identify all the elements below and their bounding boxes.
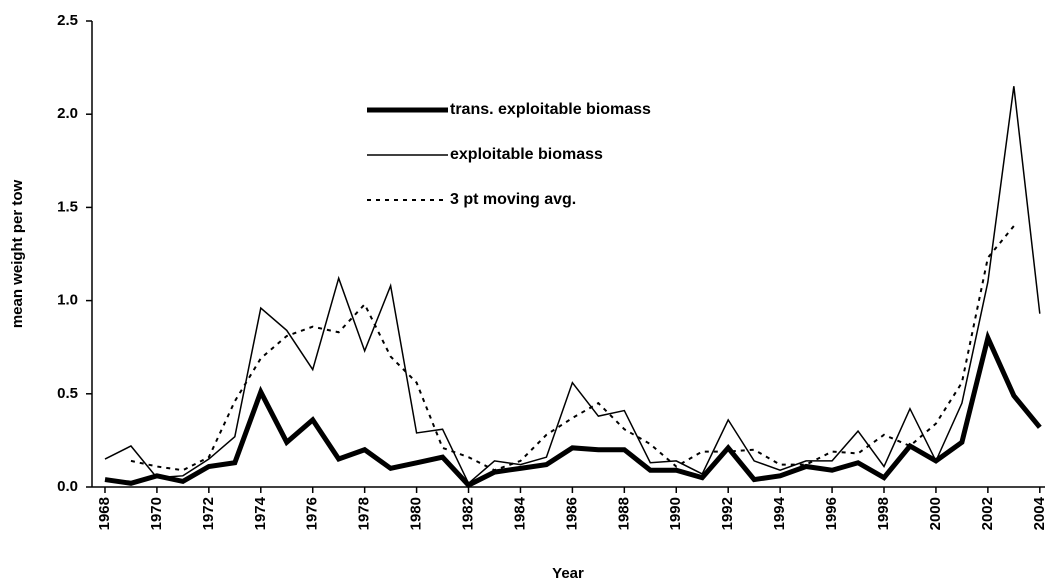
x-tick-label: 1974 (252, 496, 269, 530)
series-line (130, 225, 1015, 472)
y-tick-label: 1.0 (57, 292, 78, 309)
x-tick-label: 2002 (979, 497, 996, 530)
x-tick-label: 1998 (875, 497, 892, 530)
series-line (104, 330, 1042, 489)
x-tick-label: 1968 (96, 497, 113, 530)
x-tick-label: 1970 (148, 497, 165, 530)
x-tick-label: 1976 (304, 497, 321, 530)
x-tick-label: 1996 (823, 497, 840, 530)
series-line (104, 86, 1041, 485)
x-tick-label: 2000 (927, 497, 944, 530)
x-tick-label: 1994 (771, 496, 788, 530)
x-tick-label: 1978 (356, 497, 373, 530)
x-tick-label: 1986 (563, 497, 580, 530)
x-tick-label: 1988 (615, 497, 632, 530)
y-tick-label: 0.5 (57, 385, 78, 402)
legend-label: trans. exploitable biomass (450, 101, 651, 118)
x-axis-title: Year (552, 565, 584, 582)
x-tick-label: 1990 (667, 497, 684, 530)
y-tick-label: 2.5 (57, 12, 78, 29)
x-tick-label: 1984 (511, 496, 528, 530)
y-axis-title: mean weight per tow (9, 179, 26, 328)
x-tick-label: 1980 (408, 497, 425, 530)
legend-label: exploitable biomass (450, 146, 603, 163)
legend-label: 3 pt moving avg. (450, 191, 576, 208)
x-tick-label: 1972 (200, 497, 217, 530)
x-tick-label: 2004 (1031, 496, 1048, 530)
y-tick-label: 1.5 (57, 198, 78, 215)
y-tick-label: 0.0 (57, 478, 78, 495)
y-tick-label: 2.0 (57, 105, 78, 122)
x-tick-label: 1982 (459, 497, 476, 530)
x-tick-label: 1992 (719, 497, 736, 530)
